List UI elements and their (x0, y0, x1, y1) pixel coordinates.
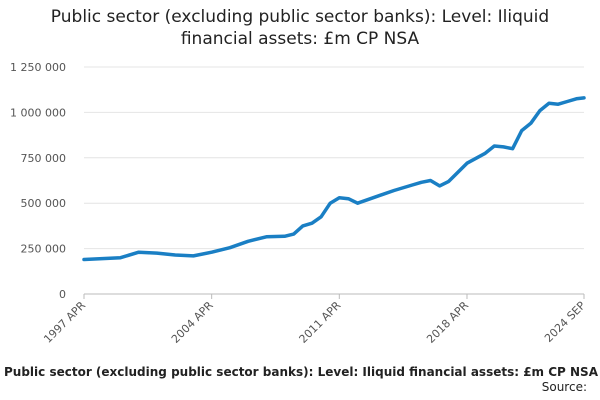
y-tick-label: 500 000 (21, 197, 67, 210)
x-tick-label: 2018 APR (424, 299, 471, 346)
chart-title: Public sector (excluding public sector b… (0, 6, 600, 50)
line-chart: 0 250 000 500 000 750 000 1 000 000 1 250 000… (10, 61, 588, 346)
y-tick-label: 1 000 000 (10, 106, 66, 119)
chart-title-line-2: financial assets: £m CP NSA (180, 29, 420, 49)
x-axis: 1997 APR 2004 APR 2011 APR 2018 APR 2024 SEP (41, 293, 588, 346)
x-tick-label: 2004 APR (169, 299, 216, 346)
chart-title-line-1: Public sector (excluding public sector b… (50, 7, 550, 27)
y-tick-label: 750 000 (21, 152, 67, 165)
series-line (82, 96, 586, 262)
x-tick-label: 2011 APR (297, 299, 344, 346)
series-layer (82, 96, 586, 262)
y-axis: 0 250 000 500 000 750 000 1 000 000 1 250 000 (10, 61, 66, 301)
y-tick-label: 1 250 000 (10, 61, 66, 74)
footer-title: Public sector (excluding public sector b… (4, 365, 598, 379)
y-tick-label: 0 (59, 288, 66, 301)
x-tick-label: 2024 SEP (542, 299, 588, 345)
y-tick-label: 250 000 (21, 243, 67, 256)
footer-source: Source: (541, 380, 587, 394)
gridlines (84, 66, 584, 250)
x-tick-label: 1997 APR (41, 299, 88, 346)
